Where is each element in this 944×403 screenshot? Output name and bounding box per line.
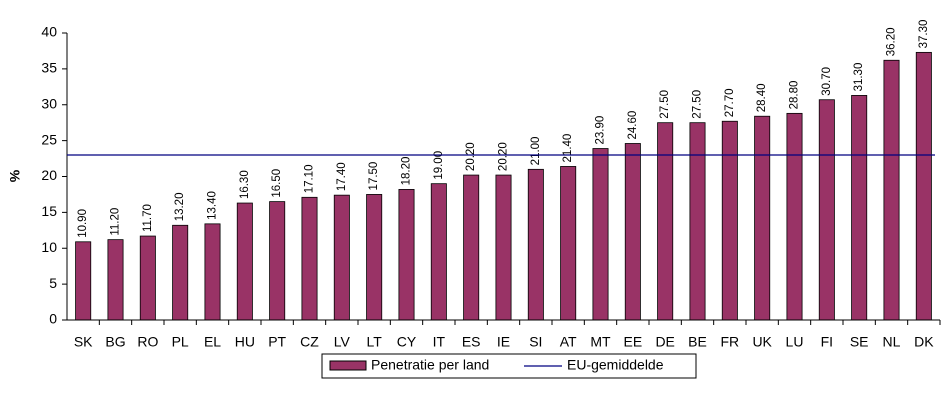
value-label: 31.30 xyxy=(853,63,865,92)
value-label: 37.30 xyxy=(918,20,930,49)
x-tick-label: MT xyxy=(590,334,611,350)
bar xyxy=(527,168,544,321)
value-label: 16.50 xyxy=(271,169,283,198)
value-label: 19.00 xyxy=(433,151,445,180)
x-tick-label: CY xyxy=(397,334,417,350)
bar xyxy=(592,148,609,321)
bar xyxy=(172,224,189,321)
bar xyxy=(624,143,641,321)
value-label: 21.40 xyxy=(562,134,574,163)
bar xyxy=(301,196,318,321)
x-tick-label: DK xyxy=(914,334,934,350)
bar xyxy=(463,174,480,321)
value-label: 20.20 xyxy=(465,142,477,171)
legend-label: EU-gemiddelde xyxy=(567,357,664,373)
bar xyxy=(139,235,156,321)
value-label: 27.50 xyxy=(692,90,704,119)
x-tick-label: PT xyxy=(268,334,286,350)
value-label: 11.20 xyxy=(110,208,122,236)
legend-label: Penetratie per land xyxy=(371,357,489,373)
value-label: 13.40 xyxy=(207,191,219,220)
legend-swatch xyxy=(329,360,367,371)
bar xyxy=(786,112,803,321)
bar xyxy=(754,115,771,321)
x-tick-label: HU xyxy=(235,334,255,350)
y-tick-label: 25 xyxy=(41,131,57,147)
x-tick-label: RO xyxy=(137,334,158,350)
bar xyxy=(689,122,706,321)
y-tick-label: 5 xyxy=(49,275,57,291)
value-label: 17.40 xyxy=(336,162,348,191)
bar xyxy=(398,189,415,321)
bar xyxy=(657,122,674,321)
x-tick-label: LU xyxy=(786,334,804,350)
value-label: 27.70 xyxy=(724,88,736,117)
value-label: 24.60 xyxy=(627,111,639,140)
x-tick-label: CZ xyxy=(300,334,319,350)
bar xyxy=(430,183,447,321)
x-tick-label: SK xyxy=(74,334,93,350)
value-label: 17.50 xyxy=(368,162,380,191)
x-tick-label: PL xyxy=(172,334,189,350)
x-tick-label: BG xyxy=(105,334,125,350)
value-label: 36.20 xyxy=(886,27,898,56)
value-label: 28.40 xyxy=(756,83,768,112)
value-label: 18.20 xyxy=(401,157,413,186)
value-label: 20.20 xyxy=(498,142,510,171)
bar xyxy=(495,174,512,321)
value-label: 11.70 xyxy=(142,204,154,232)
x-tick-label: DE xyxy=(655,334,674,350)
x-tick-label: FR xyxy=(720,334,739,350)
value-label: 30.70 xyxy=(821,67,833,96)
x-tick-label: FI xyxy=(821,334,833,350)
y-tick-label: 20 xyxy=(41,167,57,183)
x-tick-label: SI xyxy=(529,334,542,350)
bar xyxy=(269,201,286,321)
bar xyxy=(560,166,577,321)
bar xyxy=(107,239,124,321)
value-label: 23.90 xyxy=(595,116,607,145)
x-tick-label: BE xyxy=(688,334,707,350)
bar xyxy=(366,194,383,321)
bar xyxy=(236,202,253,321)
value-label: 27.50 xyxy=(659,90,671,119)
x-tick-label: EL xyxy=(204,334,221,350)
x-tick-label: EE xyxy=(623,334,642,350)
y-axis-label: % xyxy=(7,169,23,182)
x-tick-label: IE xyxy=(497,334,510,350)
value-label: 28.80 xyxy=(789,81,801,110)
y-tick-label: 0 xyxy=(49,311,57,327)
y-tick-label: 10 xyxy=(41,239,57,255)
bar xyxy=(75,241,92,321)
x-tick-label: IT xyxy=(433,334,446,350)
x-tick-label: SE xyxy=(850,334,869,350)
y-tick-label: 15 xyxy=(41,203,57,219)
bar xyxy=(883,59,900,321)
bar xyxy=(333,194,350,321)
x-tick-label: ES xyxy=(462,334,481,350)
bar xyxy=(818,99,835,321)
y-tick-label: 35 xyxy=(41,60,57,76)
value-label: 17.10 xyxy=(304,165,316,194)
bar xyxy=(204,223,221,321)
value-label: 16.30 xyxy=(239,170,251,199)
value-label: 13.20 xyxy=(174,193,186,222)
y-tick-label: 40 xyxy=(41,24,57,40)
bar xyxy=(915,51,932,321)
x-tick-label: UK xyxy=(752,334,772,350)
x-tick-label: AT xyxy=(560,334,577,350)
value-label: 10.90 xyxy=(77,209,89,238)
x-tick-label: NL xyxy=(883,334,901,350)
y-tick-label: 30 xyxy=(41,95,57,111)
x-tick-label: LT xyxy=(367,334,383,350)
legend-box xyxy=(321,353,697,379)
x-tick-label: LV xyxy=(334,334,351,350)
value-label: 21.00 xyxy=(530,137,542,166)
bar xyxy=(721,120,738,321)
bar xyxy=(851,95,868,321)
